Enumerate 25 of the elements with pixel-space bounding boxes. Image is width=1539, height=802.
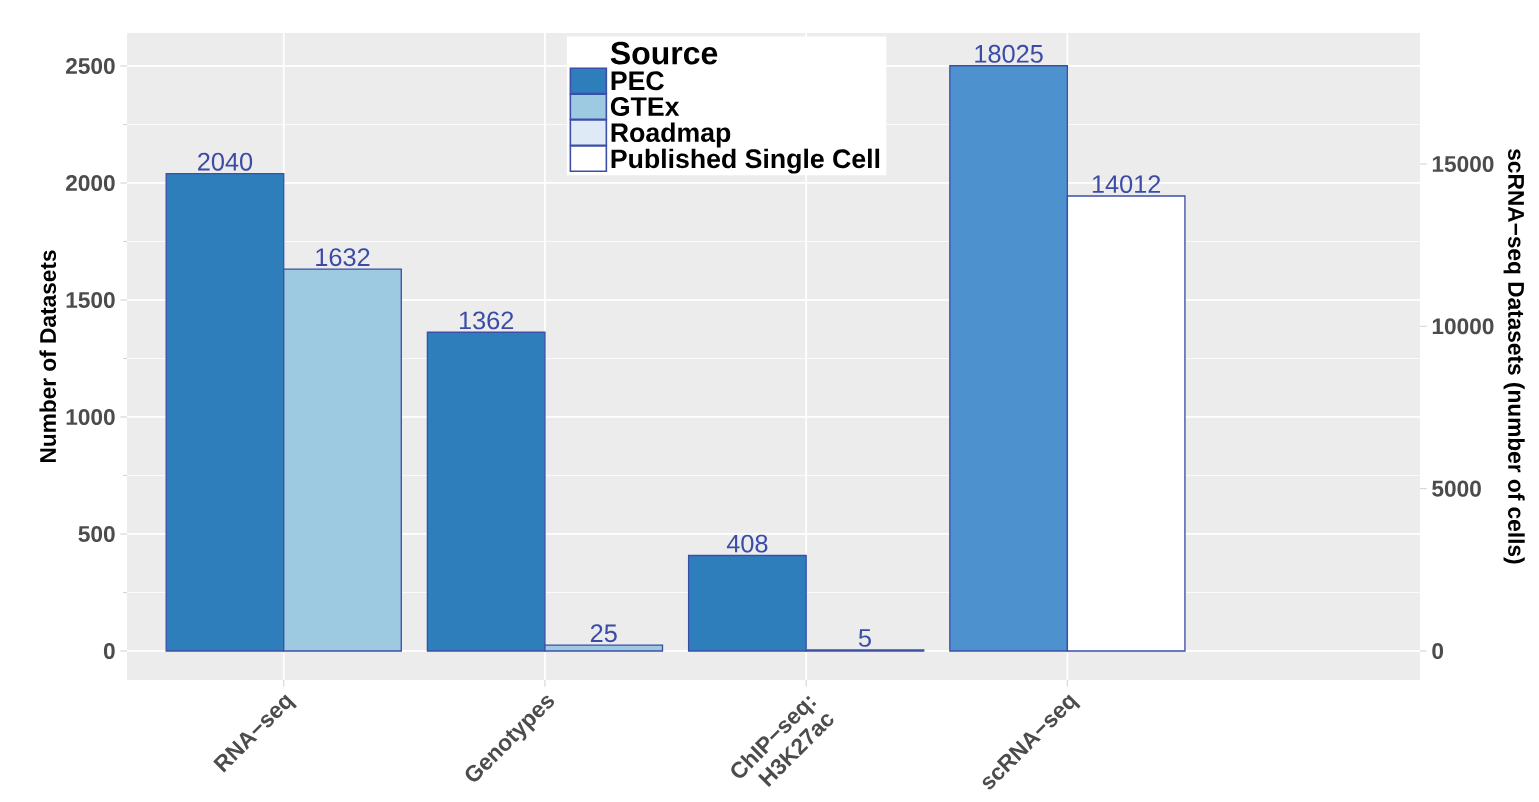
- y-tick-label: 1500: [66, 291, 115, 309]
- data-label: 1362: [459, 311, 514, 330]
- legend-label: Roadmap: [611, 122, 731, 148]
- data-label: 2040: [198, 152, 253, 171]
- y-tick-label: 2000: [66, 174, 115, 192]
- y2-tick-label: 0: [1432, 642, 1444, 660]
- y-tick-label: 0: [103, 642, 115, 659]
- y2-tick-label: 10000: [1432, 318, 1494, 335]
- legend-label: PEC: [611, 71, 664, 91]
- y-tick-label: 1000: [66, 408, 115, 426]
- data-label: 1632: [316, 248, 370, 267]
- y-axis-title: Number of Datasets: [39, 250, 57, 463]
- legend-label: Published Single Cell: [611, 148, 880, 174]
- data-label: 25: [590, 624, 617, 643]
- y-tick-label: 500: [78, 525, 115, 543]
- data-label: 18025: [975, 44, 1043, 63]
- data-label: 408: [726, 534, 768, 553]
- y2-tick-label: 15000: [1432, 155, 1494, 172]
- y2-axis-title: scRNA−seq Datasets (number of cells): [1503, 149, 1525, 564]
- legend-title: Source: [610, 41, 718, 65]
- y-tick-label: 2500: [66, 57, 115, 75]
- y2-tick-label: 5000: [1432, 480, 1481, 497]
- data-label: 14012: [1092, 175, 1161, 194]
- data-label: 5: [858, 629, 871, 647]
- legend-label: GTEx: [610, 97, 680, 116]
